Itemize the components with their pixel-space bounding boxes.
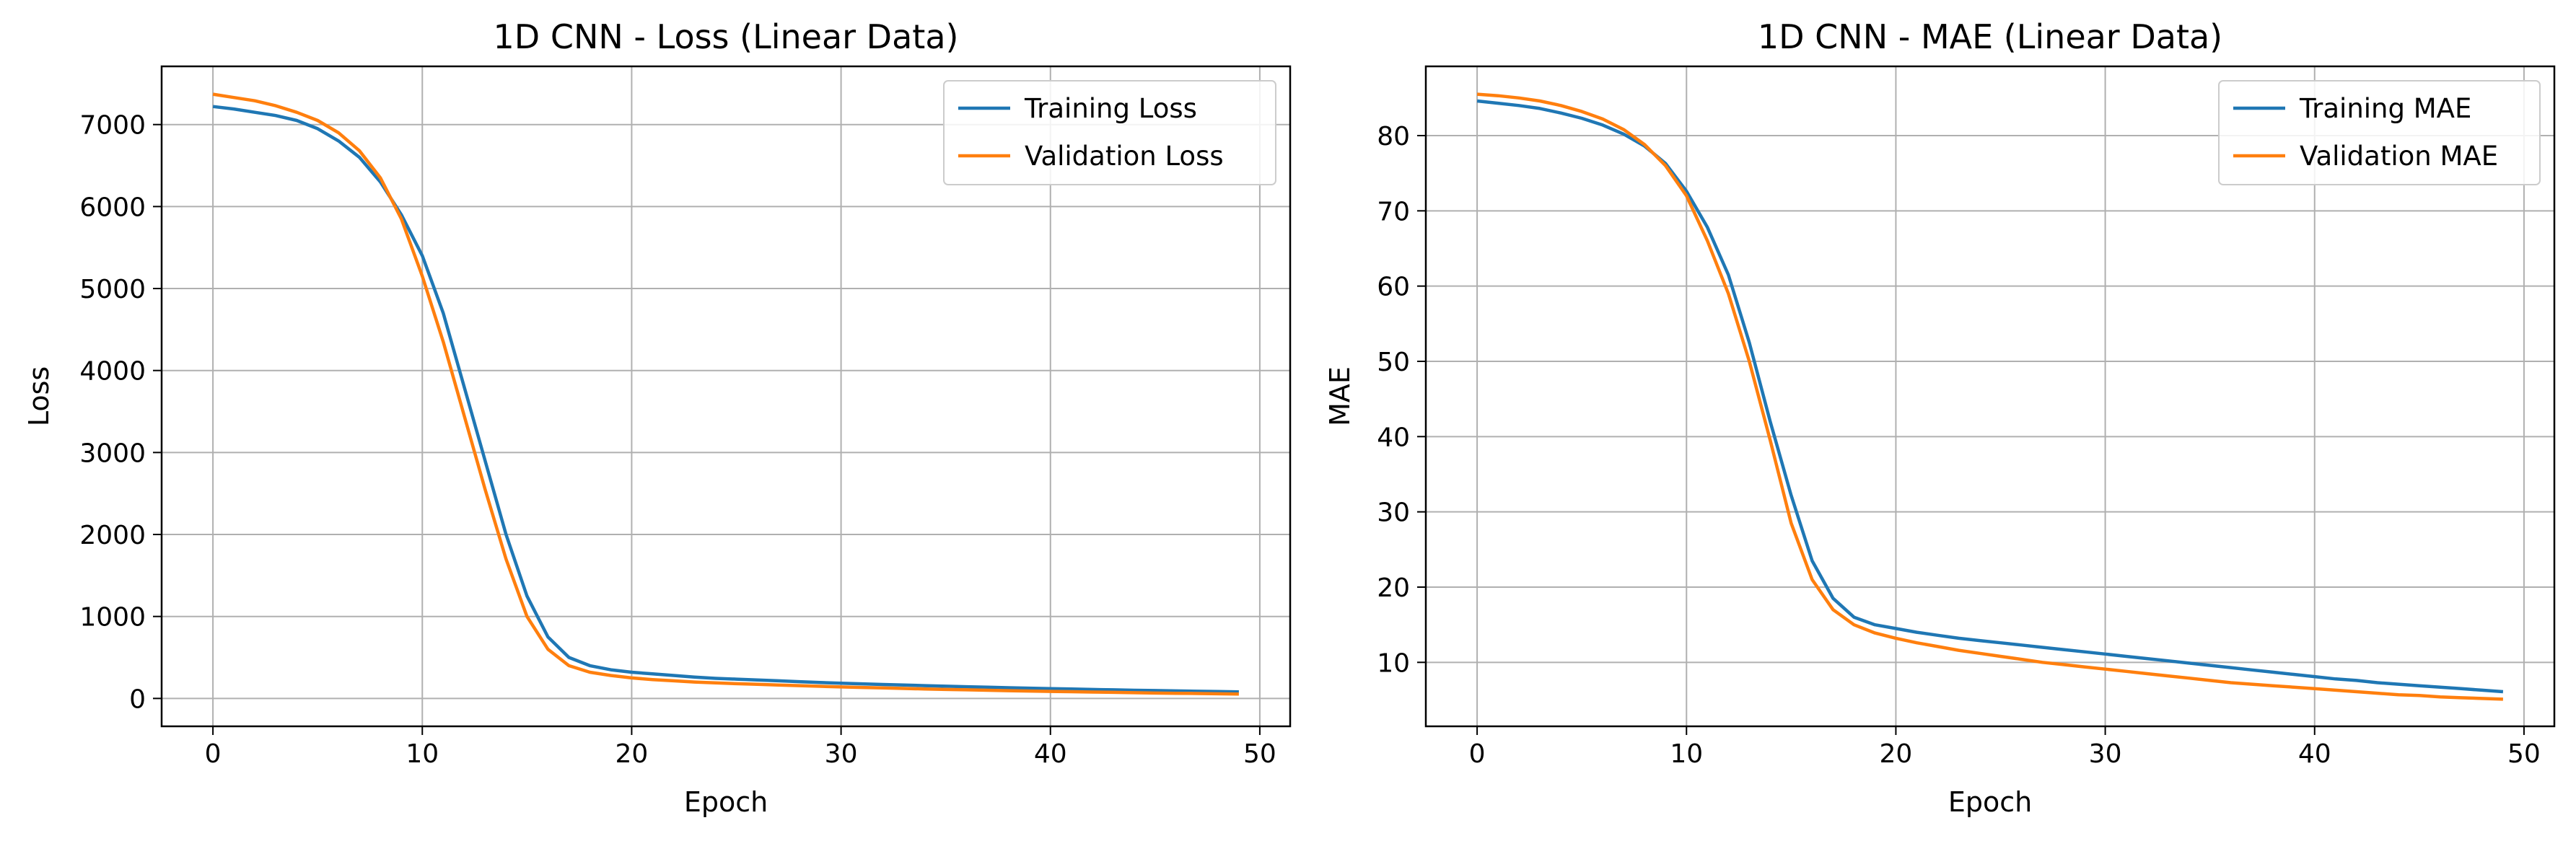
x-tick-label: 40 (2298, 739, 2331, 769)
x-tick-label: 0 (205, 739, 222, 769)
y-tick-label: 30 (1377, 498, 1410, 528)
grid (1426, 66, 2554, 726)
plot-frame (160, 65, 1292, 728)
legend-label: Validation MAE (2300, 141, 2498, 172)
plot-frame (1424, 65, 2556, 728)
legend-box (943, 80, 1276, 185)
y-axis-label: Loss (23, 366, 55, 426)
x-axis-label: Epoch (1948, 786, 2032, 818)
chart-panel-1: 0 10 20 30 40 50 0 1000 2000 3000 4000 5000 6000 7000… (23, 17, 1292, 818)
series-line-training (1476, 99, 2504, 694)
y-tick-label: 40 (1377, 423, 1410, 452)
legend-label: Training Loss (1024, 93, 1197, 124)
y-tick-label: 6000 (79, 193, 146, 222)
y-tick-label: 3000 (79, 439, 146, 468)
x-tick-label: 40 (1034, 739, 1067, 769)
y-axis-label: MAE (1324, 366, 1356, 426)
series-line-validation (212, 92, 1239, 696)
y-tick-label: 60 (1377, 273, 1410, 302)
y-tick-label: 70 (1377, 197, 1410, 226)
y-tick-label: 4000 (79, 357, 146, 387)
x-tick-label: 20 (615, 739, 649, 769)
x-tick-label: 30 (825, 739, 858, 769)
y-tick-label: 1000 (79, 603, 146, 633)
legend-label: Validation Loss (1025, 141, 1224, 172)
y-tick-label: 7000 (79, 111, 146, 141)
x-tick-label: 30 (2089, 739, 2122, 769)
x-tick-label: 50 (2507, 739, 2541, 769)
series-line-training (212, 105, 1239, 694)
y-tick-label: 2000 (79, 521, 146, 550)
series-line-validation (1476, 92, 2503, 701)
y-tick-label: 0 (129, 684, 146, 714)
y-tick-label: 80 (1377, 122, 1410, 151)
x-axis-label: Epoch (684, 786, 768, 818)
y-tick-label: 10 (1377, 648, 1410, 678)
legend-label: Training MAE (2299, 93, 2471, 124)
chart-title: 1D CNN - Loss (Linear Data) (494, 17, 959, 56)
x-tick-label: 0 (1469, 739, 1486, 769)
x-tick-label: 10 (406, 739, 439, 769)
y-tick-label: 20 (1377, 573, 1410, 603)
x-tick-label: 20 (1880, 739, 1913, 769)
y-tick-label: 5000 (79, 275, 146, 304)
x-tick-label: 50 (1243, 739, 1276, 769)
legend: Training Loss Validation Loss (943, 80, 1276, 185)
legend: Training MAE Validation MAE (2218, 80, 2541, 185)
chart-title: 1D CNN - MAE (Linear Data) (1758, 17, 2222, 56)
legend-box (2218, 80, 2541, 185)
y-tick-label: 50 (1377, 348, 1410, 377)
chart-panel-2: 0 10 20 30 40 50 10 20 30 40 50 60 70 80 1D CNN - MAE … (1324, 17, 2556, 818)
x-tick-label: 10 (1670, 739, 1703, 769)
